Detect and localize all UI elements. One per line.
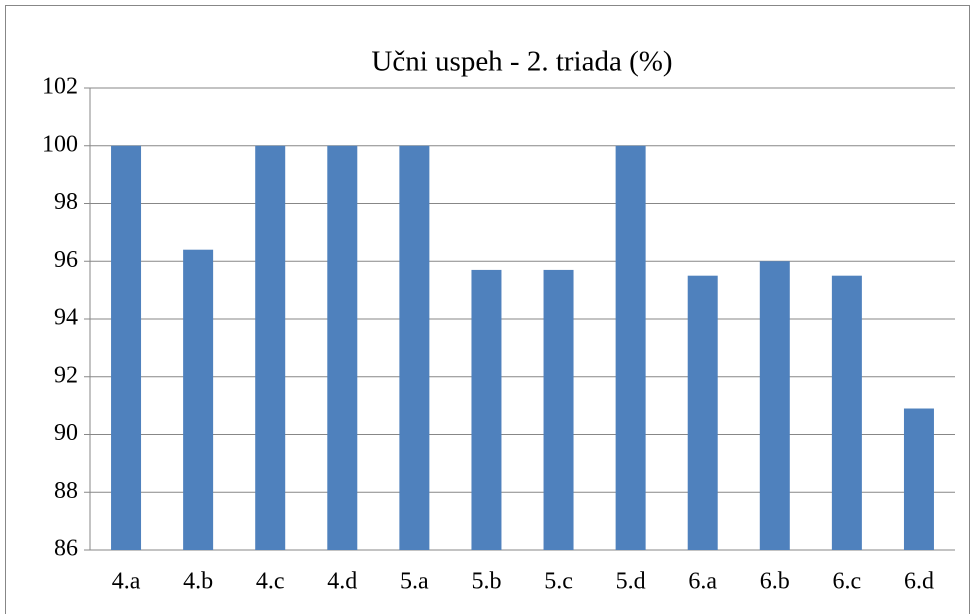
- bar: [759, 261, 790, 550]
- chart-title: Učni uspeh - 2. triada (%): [371, 46, 672, 78]
- bar: [111, 145, 142, 550]
- bar: [903, 408, 934, 550]
- y-tick-label: 86: [54, 536, 78, 562]
- y-tick-label: 96: [54, 247, 78, 273]
- x-tick-label: 6.a: [688, 569, 717, 595]
- bar: [471, 269, 502, 550]
- bar: [615, 145, 646, 550]
- x-tick-label: 5.d: [616, 569, 646, 595]
- bar: [327, 145, 358, 550]
- bar: [543, 269, 574, 550]
- x-tick-label: 6.d: [904, 569, 934, 595]
- x-tick-label: 5.a: [400, 569, 429, 595]
- x-tick-label: 4.b: [183, 569, 213, 595]
- y-tick-label: 102: [42, 74, 78, 100]
- x-tick-label: 5.c: [544, 569, 573, 595]
- y-tick-label: 88: [54, 478, 78, 504]
- x-tick-label: 6.c: [833, 569, 862, 595]
- bar: [399, 145, 430, 550]
- y-tick-label: 100: [42, 131, 78, 157]
- x-tick-label: 5.b: [471, 569, 501, 595]
- bar: [831, 275, 862, 550]
- bar: [183, 249, 214, 550]
- y-tick-label: 98: [54, 189, 78, 215]
- bar: [255, 145, 286, 550]
- x-tick-label: 4.c: [256, 569, 285, 595]
- bar: [687, 275, 718, 550]
- x-tick-label: 4.a: [112, 569, 141, 595]
- y-tick-label: 92: [54, 362, 78, 388]
- y-tick-label: 94: [54, 305, 78, 331]
- x-tick-label: 4.d: [327, 569, 357, 595]
- x-tick-label: 6.b: [760, 569, 790, 595]
- y-tick-label: 90: [54, 420, 78, 446]
